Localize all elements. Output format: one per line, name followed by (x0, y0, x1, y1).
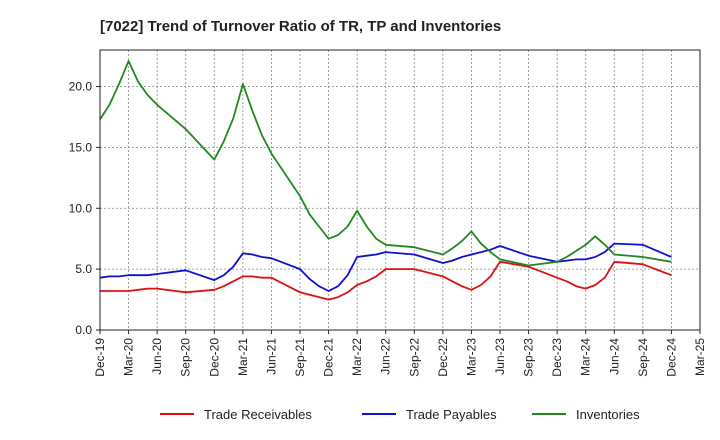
x-tick-label: Sep-20 (179, 338, 193, 377)
y-tick-label: 5.0 (75, 262, 92, 276)
grid (100, 50, 700, 331)
series-line-inventories (99, 60, 672, 267)
x-tick-label: Mar-21 (236, 338, 250, 376)
y-tick-label: 20.0 (69, 80, 93, 94)
x-tick-label: Mar-22 (350, 338, 364, 376)
x-tick-label: Jun-20 (150, 338, 164, 375)
x-tick-label: Mar-24 (579, 338, 593, 376)
x-tick-label: Jun-21 (264, 338, 278, 375)
legend: Trade Receivables Trade Payables Inventori… (160, 407, 640, 422)
plot-lines (99, 60, 672, 301)
x-tick-label: Sep-24 (636, 338, 650, 377)
plot-frame (99, 49, 701, 331)
y-axis: 0.0 5.0 10.0 15.0 20.0 (69, 80, 100, 337)
x-axis: Dec-19 Mar-20 Jun-20 Sep-20 Dec-20 Mar-21 Jun-… (93, 330, 707, 377)
x-tick-label: Dec-21 (322, 338, 336, 377)
x-tick-label: Jun-24 (607, 338, 621, 375)
x-tick-label: Sep-22 (407, 338, 421, 377)
x-tick-label: Sep-23 (522, 338, 536, 377)
x-tick-label: Dec-24 (664, 338, 678, 377)
legend-label-trade-receivables: Trade Receivables (204, 407, 312, 422)
x-tick-label: Jun-22 (379, 338, 393, 375)
chart-title: [7022] Trend of Turnover Ratio of TR, TP… (100, 18, 501, 35)
legend-label-trade-payables: Trade Payables (406, 407, 497, 422)
x-tick-label: Dec-19 (93, 338, 107, 377)
y-tick-label: 15.0 (69, 140, 93, 154)
x-tick-label: Dec-20 (207, 338, 221, 377)
x-tick-label: Mar-23 (464, 338, 478, 376)
y-tick-label: 10.0 (69, 201, 93, 215)
x-tick-label: Sep-21 (293, 338, 307, 377)
x-tick-label: Mar-20 (122, 338, 136, 376)
x-tick-label: Jun-23 (493, 338, 507, 375)
x-tick-label: Dec-22 (436, 338, 450, 377)
series-line-trade-receivables (100, 260, 672, 301)
y-tick-label: 0.0 (75, 323, 92, 337)
series-line-trade-payables (99, 242, 672, 292)
x-tick-label: Mar-25 (693, 338, 707, 376)
legend-label-inventories: Inventories (576, 407, 640, 422)
x-tick-label: Dec-23 (550, 338, 564, 377)
